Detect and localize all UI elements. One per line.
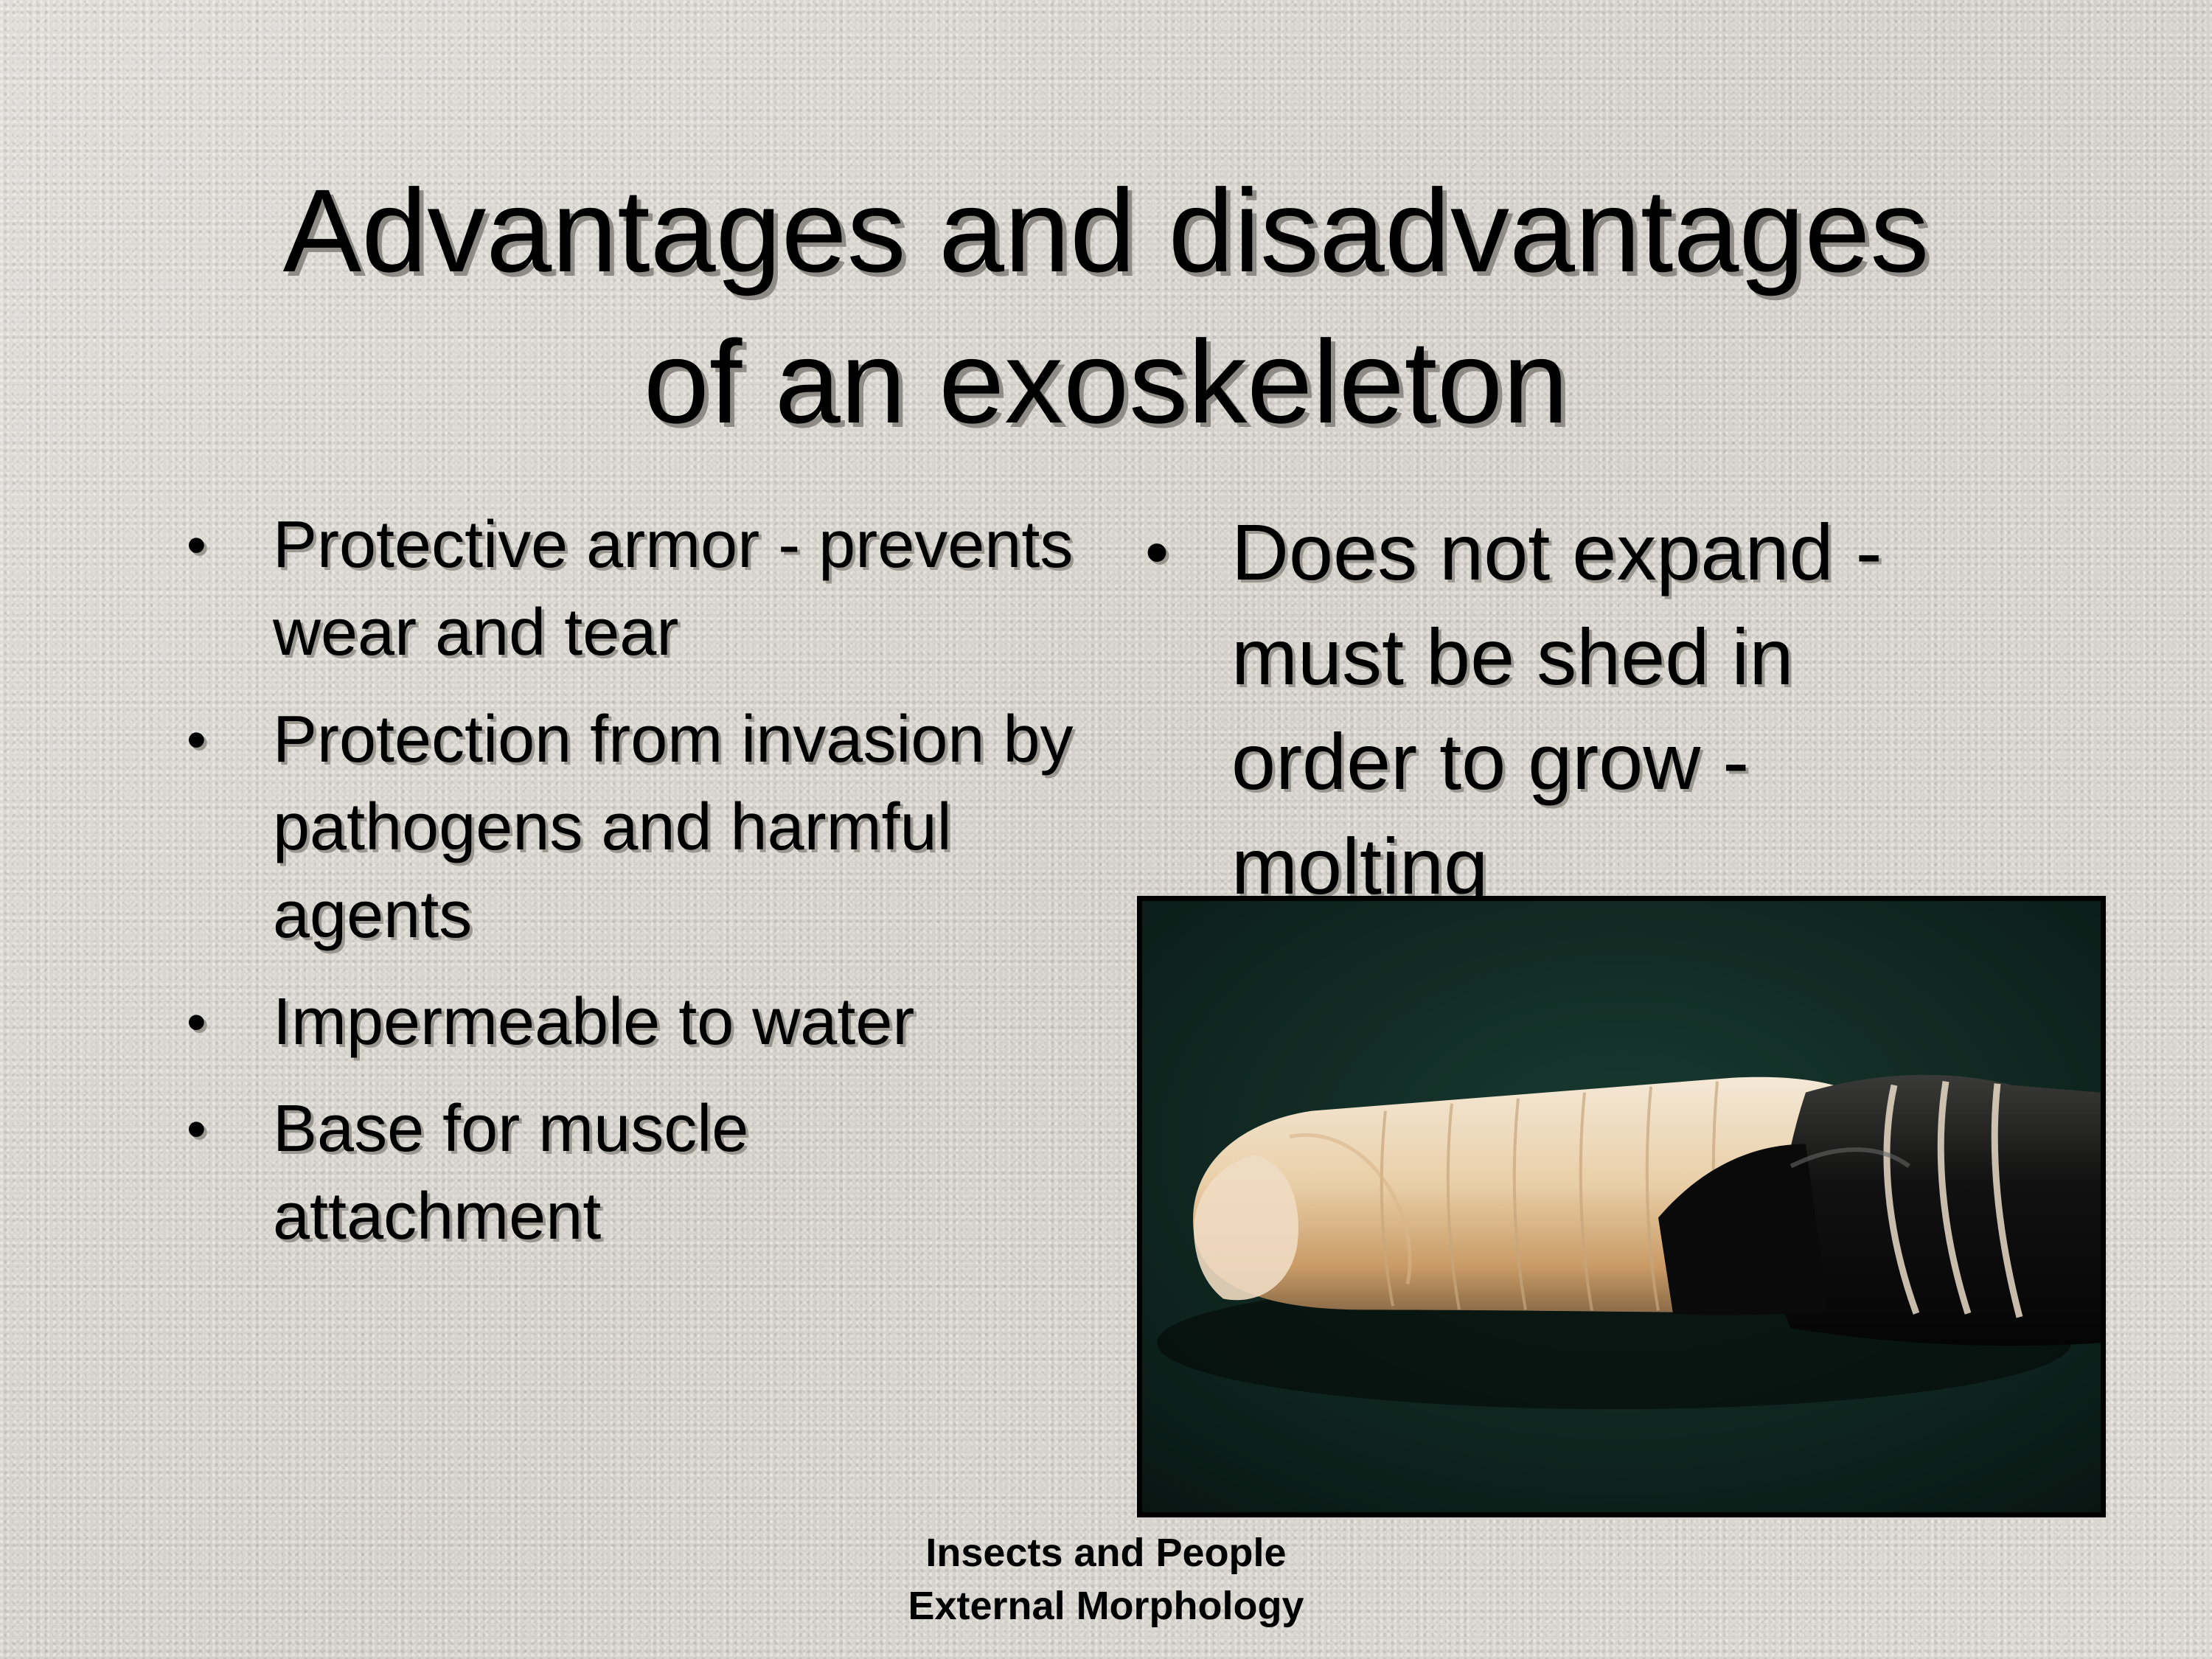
advantage-text: Base for muscle attachment	[273, 1092, 749, 1253]
advantage-text: Protective armor - prevents wear and tea…	[273, 508, 1074, 669]
list-item: • Base for muscle attachment	[187, 1085, 1093, 1261]
bullet-icon: •	[187, 1098, 206, 1161]
list-item: • Protection from invasion by pathogens …	[187, 696, 1093, 959]
disadvantages-list: • Does not expand - must be shed in orde…	[1145, 500, 2000, 919]
footer-line-2: External Morphology	[908, 1584, 1304, 1628]
disadvantage-text: Does not expand - must be shed in order …	[1231, 507, 1882, 911]
bullet-icon: •	[187, 709, 206, 771]
list-item: • Does not expand - must be shed in orde…	[1145, 500, 2000, 919]
list-item: • Protective armor - prevents wear and t…	[187, 501, 1093, 677]
slide-title: Advantages and disadvantages of an exosk…	[184, 155, 2028, 457]
title-line-2: of an exoskeleton	[643, 316, 1569, 448]
molting-pupa-photo	[1137, 896, 2106, 1517]
advantage-text: Impermeable to water	[273, 985, 915, 1059]
list-item: • Impermeable to water	[187, 978, 1093, 1066]
pupa-image	[1142, 901, 2101, 1512]
slide-footer: Insects and People External Morphology	[737, 1526, 1475, 1632]
bullet-icon: •	[187, 514, 206, 577]
title-line-1: Advantages and disadvantages	[282, 164, 1930, 296]
bullet-icon: •	[1145, 515, 1169, 590]
advantages-list: • Protective armor - prevents wear and t…	[187, 501, 1093, 1280]
footer-line-1: Insects and People	[925, 1531, 1287, 1575]
advantage-text: Protection from invasion by pathogens an…	[273, 703, 1074, 952]
bullet-icon: •	[187, 991, 206, 1054]
